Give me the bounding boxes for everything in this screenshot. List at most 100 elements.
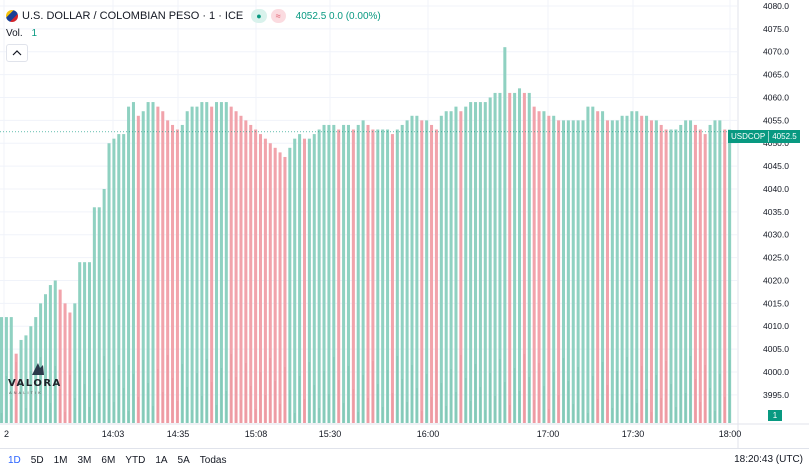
price-bar bbox=[63, 303, 67, 423]
y-tick-label: 4055.0 bbox=[763, 115, 789, 125]
x-tick-label: 15:08 bbox=[245, 429, 268, 439]
volume-bar bbox=[249, 386, 252, 423]
volume-bar bbox=[181, 364, 184, 423]
range-5d-button[interactable]: 5D bbox=[30, 454, 44, 466]
x-tick-label: 16:00 bbox=[417, 429, 440, 439]
market-open-icon[interactable]: ● bbox=[251, 9, 267, 23]
price-bar bbox=[268, 143, 272, 424]
x-tick-label: 14:35 bbox=[167, 429, 190, 439]
volume-bar bbox=[59, 389, 61, 423]
price-bar bbox=[29, 326, 33, 423]
volume-bar bbox=[592, 376, 594, 423]
price-bar bbox=[112, 138, 116, 424]
price-bar bbox=[425, 120, 429, 424]
price-bar bbox=[258, 134, 263, 423]
price-bar bbox=[190, 106, 194, 423]
chevron-up-icon bbox=[12, 50, 22, 56]
price-bar bbox=[215, 102, 219, 423]
utc-clock[interactable]: 18:20:43 (UTC) bbox=[734, 454, 803, 465]
y-tick-label: 4025.0 bbox=[763, 253, 789, 263]
y-tick-label: 4005.0 bbox=[763, 344, 789, 354]
y-tick-label: 4030.0 bbox=[763, 230, 789, 240]
price-bar bbox=[342, 124, 346, 423]
volume-bar bbox=[680, 370, 682, 423]
volume-bar bbox=[416, 388, 418, 423]
volume-bar bbox=[367, 398, 369, 423]
price-bar bbox=[366, 124, 370, 423]
volume-bar bbox=[694, 379, 697, 423]
x-tick-label: 17:00 bbox=[537, 429, 560, 439]
price-bar bbox=[542, 111, 546, 423]
volume-bar bbox=[479, 387, 482, 423]
price-bar bbox=[249, 124, 253, 423]
y-tick-label: 4035.0 bbox=[763, 207, 789, 217]
volume-bar bbox=[421, 411, 423, 423]
price-bar bbox=[723, 129, 727, 423]
collapse-legend-button[interactable] bbox=[6, 44, 28, 62]
price-bar bbox=[9, 317, 13, 423]
volume-bar bbox=[372, 361, 374, 423]
range-3m-button[interactable]: 3M bbox=[77, 454, 92, 466]
volume-bar bbox=[508, 405, 511, 423]
price-bar bbox=[234, 111, 238, 423]
price-bar bbox=[127, 106, 131, 423]
compare-icon[interactable]: ≈ bbox=[270, 9, 286, 23]
range-all-button[interactable]: Todas bbox=[199, 454, 227, 466]
chart-header: U.S. DOLLAR / COLOMBIAN PESO · 1 · ICE ●… bbox=[6, 7, 381, 25]
volume-bar bbox=[274, 381, 276, 423]
range-5a-button[interactable]: 5A bbox=[177, 454, 190, 466]
price-bar bbox=[420, 120, 424, 424]
range-1d-button[interactable]: 1D bbox=[8, 454, 21, 466]
volume-bar bbox=[230, 354, 232, 423]
volume-bar bbox=[665, 361, 667, 423]
price-bar bbox=[586, 106, 590, 423]
volume-bar bbox=[39, 357, 42, 423]
volume-bar bbox=[557, 395, 560, 423]
volume-bar bbox=[220, 368, 223, 423]
price-bar bbox=[405, 120, 409, 424]
y-tick-label: 4070.0 bbox=[763, 47, 789, 57]
volume-bar bbox=[245, 363, 247, 423]
volume-bar bbox=[103, 356, 105, 423]
bottom-toolbar: 1D 5D 1M 3M 6M YTD 1A 5A Todas 18:20:43 … bbox=[0, 448, 809, 471]
price-bar bbox=[224, 102, 228, 423]
volume-tag: 1 bbox=[768, 410, 782, 421]
logo-text: VALORA bbox=[8, 378, 62, 389]
volume-bar bbox=[191, 410, 193, 423]
volume-bar bbox=[318, 408, 320, 423]
price-bar bbox=[346, 124, 350, 423]
range-1m-button[interactable]: 1M bbox=[53, 454, 68, 466]
volume-bar bbox=[293, 413, 296, 423]
range-1a-button[interactable]: 1A bbox=[155, 454, 168, 466]
price-bar bbox=[92, 207, 96, 423]
range-ytd-button[interactable]: YTD bbox=[125, 454, 146, 466]
y-tick-label: 4020.0 bbox=[763, 275, 789, 285]
price-bar bbox=[601, 111, 605, 423]
x-tick-label: 2 bbox=[4, 429, 9, 439]
volume-value: 1 bbox=[31, 28, 38, 39]
volume-bar bbox=[93, 370, 96, 423]
volume-bar bbox=[621, 394, 623, 423]
volume-bar bbox=[616, 371, 618, 423]
price-bar bbox=[547, 115, 551, 423]
price-bar bbox=[449, 111, 453, 423]
price-bar bbox=[351, 129, 355, 423]
price-bar bbox=[566, 120, 570, 424]
price-bar bbox=[488, 97, 492, 424]
range-6m-button[interactable]: 6M bbox=[101, 454, 116, 466]
volume-bar bbox=[533, 400, 535, 423]
y-tick-label: 4040.0 bbox=[763, 184, 789, 194]
volume-bar bbox=[377, 384, 379, 423]
symbol-title[interactable]: U.S. DOLLAR / COLOMBIAN PESO · 1 · ICE bbox=[22, 10, 244, 22]
volume-bar bbox=[269, 358, 272, 423]
volume-bar bbox=[684, 393, 687, 423]
price-bar bbox=[674, 129, 678, 423]
price-bar bbox=[713, 120, 717, 424]
price-bar bbox=[469, 102, 473, 423]
price-bar bbox=[151, 102, 155, 423]
price-bar bbox=[483, 102, 487, 423]
volume-bar bbox=[523, 354, 526, 423]
price-bar bbox=[219, 102, 223, 423]
